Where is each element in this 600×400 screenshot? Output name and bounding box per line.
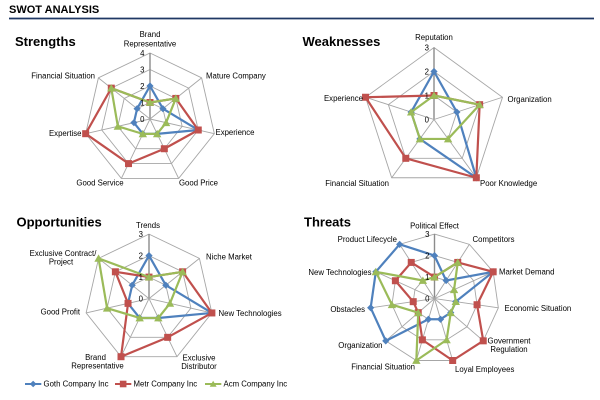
svg-text:Poor Knowledge: Poor Knowledge — [480, 179, 537, 188]
svg-text:Competitors: Competitors — [473, 235, 515, 244]
svg-text:Financial Situation: Financial Situation — [351, 363, 415, 372]
svg-text:Market Demand: Market Demand — [499, 268, 554, 277]
svg-text:Organization: Organization — [508, 95, 552, 104]
svg-text:Niche Market: Niche Market — [206, 253, 253, 262]
svg-text:2: 2 — [425, 252, 429, 261]
svg-text:1: 1 — [140, 99, 144, 108]
svg-text:Threats: Threats — [304, 215, 351, 230]
svg-text:Political Effect: Political Effect — [410, 222, 460, 231]
svg-text:4: 4 — [140, 49, 145, 58]
svg-text:Representative: Representative — [71, 362, 123, 371]
svg-text:1: 1 — [139, 273, 143, 282]
svg-text:Trends: Trends — [136, 221, 160, 230]
svg-text:SWOT ANALYSIS: SWOT ANALYSIS — [9, 4, 99, 16]
svg-text:Regulation: Regulation — [490, 345, 527, 354]
svg-text:3: 3 — [425, 230, 429, 239]
svg-text:Good Price: Good Price — [179, 179, 218, 188]
svg-text:Expertise: Expertise — [49, 129, 82, 138]
svg-text:Financial Situation: Financial Situation — [31, 72, 95, 81]
svg-text:0: 0 — [425, 116, 430, 125]
svg-text:Organization: Organization — [338, 341, 382, 350]
svg-text:3: 3 — [140, 66, 144, 75]
svg-text:Representative: Representative — [124, 40, 176, 49]
svg-text:Reputation: Reputation — [415, 33, 453, 42]
svg-text:Exclusive: Exclusive — [183, 354, 216, 363]
svg-text:Economic Situation: Economic Situation — [505, 304, 572, 313]
svg-text:Experience: Experience — [216, 128, 255, 137]
svg-text:Exclusive Contract/: Exclusive Contract/ — [30, 249, 98, 258]
svg-text:Good Profit: Good Profit — [41, 308, 81, 317]
svg-text:Mature Company: Mature Company — [206, 72, 266, 81]
svg-text:Metr Company Inc: Metr Company Inc — [134, 380, 198, 389]
svg-text:Strengths: Strengths — [15, 34, 76, 49]
svg-text:Experience: Experience — [324, 94, 363, 103]
svg-text:Acm Company Inc: Acm Company Inc — [224, 380, 288, 389]
svg-text:1: 1 — [425, 92, 429, 101]
svg-text:Brand: Brand — [140, 30, 161, 39]
svg-text:Obstacles: Obstacles — [330, 305, 365, 314]
svg-text:Government: Government — [488, 337, 532, 346]
svg-text:Product Lifecycle: Product Lifecycle — [338, 235, 397, 244]
svg-text:Financial Situation: Financial Situation — [325, 179, 389, 188]
svg-text:1: 1 — [425, 273, 429, 282]
svg-text:3: 3 — [425, 44, 429, 53]
svg-text:Brand: Brand — [85, 353, 106, 362]
svg-text:Distributor: Distributor — [181, 362, 217, 371]
svg-text:Good Service: Good Service — [76, 179, 123, 188]
svg-text:0: 0 — [140, 115, 145, 124]
svg-text:New Technologies: New Technologies — [219, 309, 282, 318]
svg-text:Loyal Employees: Loyal Employees — [455, 365, 514, 374]
svg-text:2: 2 — [140, 82, 144, 91]
svg-text:3: 3 — [139, 230, 143, 239]
svg-text:Project: Project — [49, 258, 74, 267]
svg-text:0: 0 — [139, 295, 144, 304]
svg-text:2: 2 — [425, 68, 429, 77]
svg-text:2: 2 — [139, 252, 143, 261]
svg-text:Weaknesses: Weaknesses — [303, 34, 381, 49]
svg-text:New Technologies: New Technologies — [308, 268, 371, 277]
svg-text:Goth Company Inc: Goth Company Inc — [44, 380, 109, 389]
svg-text:0: 0 — [425, 295, 430, 304]
svg-text:Opportunities: Opportunities — [17, 215, 102, 230]
